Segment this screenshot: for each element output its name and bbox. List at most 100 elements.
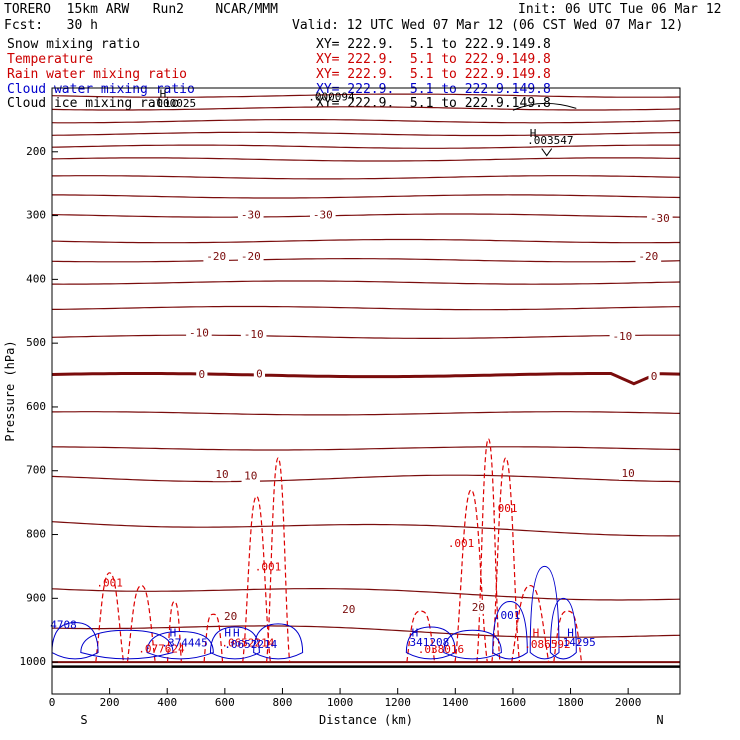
isotherm-label: -30: [650, 212, 670, 225]
isotherm-label: 10: [622, 467, 635, 480]
isotherm: [52, 119, 680, 124]
isotherm: [52, 474, 680, 483]
x-tick-label: 1400: [442, 696, 469, 709]
x-tick-label: 1200: [384, 696, 411, 709]
isotherm-label: -10: [244, 328, 264, 341]
rain-label: .0652214: [221, 637, 274, 650]
x-tick-label: 600: [215, 696, 235, 709]
label-bg: [339, 603, 358, 616]
isotherm: [52, 334, 680, 339]
cloud-water-label: 4708: [50, 619, 77, 632]
rain-label: .086592: [524, 638, 570, 651]
high-marker: H: [530, 127, 537, 140]
rain-label: .038016: [418, 643, 464, 656]
legend-temperature-label: Temperature: [7, 52, 94, 67]
cloud-water-contour: [146, 630, 214, 660]
label-bg: [309, 209, 336, 222]
valid-time: Valid: 12 UTC Wed 07 Mar 12 (06 CST Wed …: [292, 18, 684, 33]
isotherm: [52, 238, 680, 244]
isotherm: [52, 625, 680, 638]
label-bg: [647, 212, 673, 225]
isotherm-label: -20: [241, 250, 261, 263]
y-tick-label: 900: [26, 591, 46, 604]
cloud-water-contours: [52, 565, 577, 660]
cloud-water-label: .001: [494, 609, 521, 622]
y-tick-label: 600: [26, 400, 46, 413]
legend-cloud-water-xy: XY= 222.9. 5.1 to 222.9.149.8: [316, 82, 551, 97]
legend-snow-xy: XY= 222.9. 5.1 to 222.9.149.8: [316, 37, 551, 52]
y-tick-label: 400: [26, 272, 46, 285]
y-axis-label: Pressure (hPa): [3, 340, 17, 441]
plot-header: TORERO 15km ARW Run2 NCAR/MMM Init: 06 U…: [0, 0, 740, 111]
isotherm-label: -10: [612, 330, 632, 343]
isotherm-label: -30: [241, 209, 261, 222]
x-tick-label: 200: [100, 696, 120, 709]
legend-cloud-ice-label: Cloud ice mixing ratio: [7, 96, 180, 111]
y-tick-label: 1000: [20, 655, 47, 668]
label-bg: [469, 601, 488, 614]
label-bg: [618, 467, 638, 480]
rain-label: .001: [448, 537, 475, 550]
label-bg: [212, 469, 232, 482]
isotherm: [52, 157, 680, 162]
rain-contour: [553, 610, 583, 663]
isotherm: [52, 446, 680, 451]
isotherm-label: 10: [244, 469, 257, 482]
ice-contour: [512, 102, 577, 111]
rain-contour: [406, 610, 436, 663]
ice-label: .000094: [308, 91, 355, 104]
cloud-water-contour: [443, 629, 502, 660]
rain-contour: [266, 457, 291, 663]
high-marker: H: [567, 626, 574, 639]
y-tick-label: 500: [26, 336, 46, 349]
isotherm-label: 20: [472, 601, 485, 614]
isotherm-label: -10: [189, 327, 209, 340]
cloud-water-label: .0652214: [224, 638, 277, 651]
plot-frame: [51, 87, 681, 695]
isotherm: [52, 106, 680, 111]
high-marker: H: [224, 626, 231, 639]
cloud-water-contour: [52, 622, 99, 660]
isotherm: [52, 588, 680, 601]
isotherm: [52, 280, 680, 285]
rain-label: .001: [96, 577, 123, 590]
x-end-label-right: N: [656, 713, 663, 727]
isotherm-label: 0: [256, 367, 263, 380]
label-bg: [253, 368, 266, 381]
cloud-water-label: 14295: [563, 636, 596, 649]
label-bg: [237, 251, 264, 264]
cloud-water-contour: [209, 626, 260, 660]
label-bg: [609, 330, 636, 343]
isotherm-label: -20: [638, 250, 658, 263]
label-bg: [237, 209, 264, 222]
rain-contour: [95, 572, 125, 663]
isotherm: [52, 521, 680, 537]
y-tick-label: 700: [26, 464, 46, 477]
label-bg: [221, 610, 240, 623]
isotherm: [52, 131, 680, 137]
rain-contour: [454, 489, 488, 663]
x-tick-label: 1800: [557, 696, 584, 709]
rain-contour: [491, 457, 521, 663]
cloud-water-contour: [549, 597, 577, 660]
temperature-contours: [52, 93, 680, 664]
legend-rain-label: Rain water mixing ratio: [7, 67, 188, 82]
isotherm-label: 10: [215, 468, 228, 481]
isotherm-label: 0: [651, 370, 658, 383]
isotherm: [52, 411, 680, 416]
isotherm: [52, 213, 680, 218]
high-marker: H: [412, 626, 419, 639]
cloud-water-contour: [253, 623, 304, 660]
ice-label: .000025: [150, 97, 196, 110]
legend-cloud-water-label: Cloud water mixing ratio: [7, 82, 195, 97]
label-bg: [203, 251, 230, 264]
rain-label: .001: [255, 561, 282, 574]
rain-contour: [242, 495, 271, 663]
isotherm: [52, 175, 680, 180]
x-tick-label: 800: [273, 696, 293, 709]
rain-label: .077624: [138, 642, 185, 655]
isotherm-label: 20: [224, 610, 237, 623]
ice-contour: [541, 148, 553, 157]
label-bg: [196, 369, 208, 382]
